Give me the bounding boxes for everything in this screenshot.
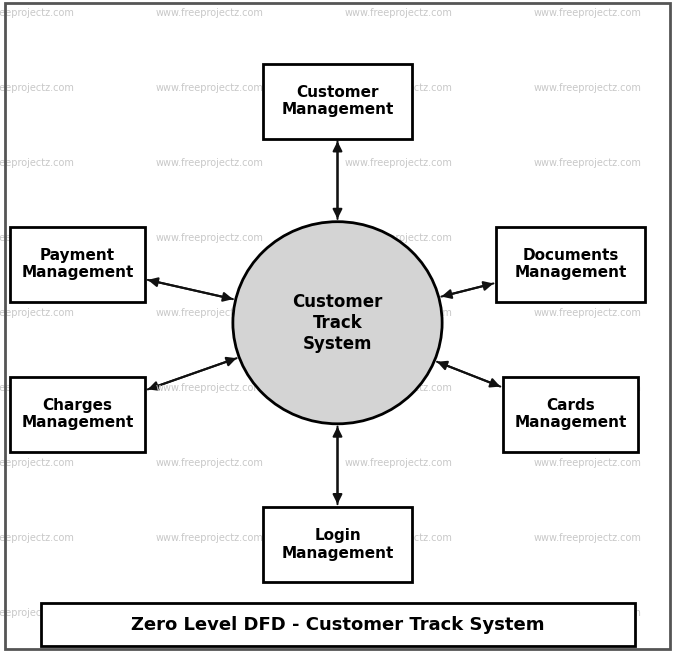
Text: www.freeprojectz.com: www.freeprojectz.com bbox=[155, 308, 263, 318]
Text: www.freeprojectz.com: www.freeprojectz.com bbox=[533, 83, 641, 93]
Text: www.freeprojectz.com: www.freeprojectz.com bbox=[344, 458, 452, 468]
Text: www.freeprojectz.com: www.freeprojectz.com bbox=[155, 608, 263, 618]
Text: www.freeprojectz.com: www.freeprojectz.com bbox=[533, 233, 641, 243]
Text: www.freeprojectz.com: www.freeprojectz.com bbox=[533, 533, 641, 543]
Text: www.freeprojectz.com: www.freeprojectz.com bbox=[155, 83, 263, 93]
Text: www.freeprojectz.com: www.freeprojectz.com bbox=[344, 83, 452, 93]
Text: Charges
Management: Charges Management bbox=[22, 398, 134, 430]
Text: www.freeprojectz.com: www.freeprojectz.com bbox=[344, 233, 452, 243]
Text: www.freeprojectz.com: www.freeprojectz.com bbox=[533, 458, 641, 468]
FancyBboxPatch shape bbox=[10, 226, 145, 301]
FancyBboxPatch shape bbox=[40, 604, 634, 645]
Text: www.freeprojectz.com: www.freeprojectz.com bbox=[0, 83, 74, 93]
Text: Customer
Track
System: Customer Track System bbox=[292, 293, 383, 353]
Text: www.freeprojectz.com: www.freeprojectz.com bbox=[155, 233, 263, 243]
Text: www.freeprojectz.com: www.freeprojectz.com bbox=[0, 458, 74, 468]
Text: www.freeprojectz.com: www.freeprojectz.com bbox=[533, 608, 641, 618]
Text: www.freeprojectz.com: www.freeprojectz.com bbox=[344, 158, 452, 168]
Text: www.freeprojectz.com: www.freeprojectz.com bbox=[0, 608, 74, 618]
Text: Customer
Management: Customer Management bbox=[281, 85, 394, 117]
Text: www.freeprojectz.com: www.freeprojectz.com bbox=[0, 533, 74, 543]
FancyBboxPatch shape bbox=[496, 226, 645, 301]
Text: www.freeprojectz.com: www.freeprojectz.com bbox=[0, 308, 74, 318]
FancyBboxPatch shape bbox=[263, 507, 412, 582]
FancyBboxPatch shape bbox=[10, 377, 145, 451]
Text: www.freeprojectz.com: www.freeprojectz.com bbox=[533, 383, 641, 393]
Text: www.freeprojectz.com: www.freeprojectz.com bbox=[0, 233, 74, 243]
FancyBboxPatch shape bbox=[503, 377, 638, 451]
Circle shape bbox=[233, 222, 442, 424]
Text: www.freeprojectz.com: www.freeprojectz.com bbox=[0, 383, 74, 393]
Text: Login
Management: Login Management bbox=[281, 528, 394, 561]
Text: www.freeprojectz.com: www.freeprojectz.com bbox=[344, 383, 452, 393]
Text: www.freeprojectz.com: www.freeprojectz.com bbox=[155, 383, 263, 393]
Text: Documents
Management: Documents Management bbox=[514, 248, 626, 280]
Text: www.freeprojectz.com: www.freeprojectz.com bbox=[155, 533, 263, 543]
Text: www.freeprojectz.com: www.freeprojectz.com bbox=[344, 308, 452, 318]
Text: www.freeprojectz.com: www.freeprojectz.com bbox=[155, 8, 263, 18]
Text: Cards
Management: Cards Management bbox=[514, 398, 626, 430]
Text: www.freeprojectz.com: www.freeprojectz.com bbox=[155, 458, 263, 468]
FancyBboxPatch shape bbox=[263, 64, 412, 139]
Text: www.freeprojectz.com: www.freeprojectz.com bbox=[533, 8, 641, 18]
Text: www.freeprojectz.com: www.freeprojectz.com bbox=[344, 533, 452, 543]
Text: www.freeprojectz.com: www.freeprojectz.com bbox=[155, 158, 263, 168]
Text: www.freeprojectz.com: www.freeprojectz.com bbox=[533, 308, 641, 318]
Text: www.freeprojectz.com: www.freeprojectz.com bbox=[533, 158, 641, 168]
Text: www.freeprojectz.com: www.freeprojectz.com bbox=[0, 8, 74, 18]
Text: www.freeprojectz.com: www.freeprojectz.com bbox=[344, 608, 452, 618]
Text: Zero Level DFD - Customer Track System: Zero Level DFD - Customer Track System bbox=[131, 615, 544, 634]
Text: www.freeprojectz.com: www.freeprojectz.com bbox=[0, 158, 74, 168]
Text: Payment
Management: Payment Management bbox=[22, 248, 134, 280]
Text: www.freeprojectz.com: www.freeprojectz.com bbox=[344, 8, 452, 18]
